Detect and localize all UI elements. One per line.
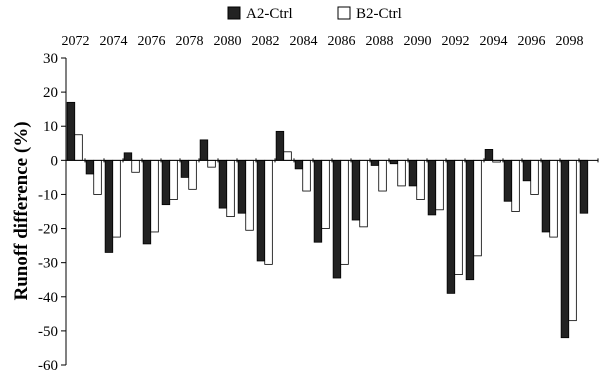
bar-a2-ctrl-2078 bbox=[180, 159, 190, 178]
y-tick-label: 0 bbox=[51, 153, 59, 169]
bar-b2-ctrl-2080 bbox=[226, 159, 235, 218]
bar-a2-ctrl-2081 bbox=[237, 159, 247, 214]
x-tick-label: 2078 bbox=[176, 34, 204, 49]
x-axis: 2072 2074 2076 2078 2080 2082 2084 2086 2088 2090… bbox=[62, 34, 599, 163]
bar-b2-ctrl-2072 bbox=[74, 134, 83, 161]
x-tick-label: 2088 bbox=[366, 34, 394, 49]
bar-a2-ctrl-2098 bbox=[560, 159, 570, 339]
bar-a2-ctrl-2083 bbox=[275, 130, 285, 161]
bar-a2-ctrl-2080 bbox=[218, 159, 228, 209]
bar-b2-ctrl-2086 bbox=[340, 159, 349, 265]
bar-b2-ctrl-2097 bbox=[549, 159, 558, 238]
y-tick-label: 20 bbox=[43, 85, 58, 101]
bar-b2-ctrl-2081 bbox=[245, 159, 254, 231]
bar-b2-ctrl-2075 bbox=[131, 159, 140, 173]
bar-b2-ctrl-2087 bbox=[359, 159, 368, 228]
x-tick-label: 2090 bbox=[404, 34, 432, 49]
bar-b2-ctrl-2082 bbox=[264, 159, 273, 265]
bar-b2-ctrl-2093 bbox=[473, 159, 482, 257]
bar-a2-ctrl-2090 bbox=[408, 159, 418, 187]
bars bbox=[66, 101, 589, 339]
bar-a2-ctrl-2076 bbox=[142, 159, 152, 245]
x-tick-label: 2094 bbox=[480, 34, 508, 49]
x-tick-label: 2096 bbox=[518, 34, 546, 49]
bar-a2-ctrl-2089 bbox=[389, 159, 399, 165]
bar-b2-ctrl-2076 bbox=[150, 159, 159, 233]
x-tick-label: 2098 bbox=[556, 34, 584, 49]
bar-b2-ctrl-2079 bbox=[207, 159, 216, 168]
bar-b2-ctrl-2089 bbox=[397, 159, 406, 187]
x-tick-label: 2086 bbox=[328, 34, 356, 49]
legend-label-a2-ctrl: A2-Ctrl bbox=[246, 6, 293, 22]
y-tick-label: -50 bbox=[38, 324, 58, 340]
x-tick-label: 2092 bbox=[442, 34, 470, 49]
bar-b2-ctrl-2088 bbox=[378, 159, 387, 192]
bar-b2-ctrl-2077 bbox=[169, 159, 178, 200]
bar-a2-ctrl-2087 bbox=[351, 159, 361, 221]
y-tick-label: -60 bbox=[38, 358, 58, 374]
bar-b2-ctrl-2095 bbox=[511, 159, 520, 212]
bar-a2-ctrl-2077 bbox=[161, 159, 171, 206]
y-tick-label: -40 bbox=[38, 290, 58, 306]
bar-a2-ctrl-2092 bbox=[446, 159, 456, 294]
bar-b2-ctrl-2090 bbox=[416, 159, 425, 200]
legend-label-b2-ctrl: B2-Ctrl bbox=[356, 6, 402, 22]
bar-b2-ctrl-2098 bbox=[568, 159, 577, 322]
y-tick-label: 30 bbox=[43, 51, 58, 67]
bar-b2-ctrl-2085 bbox=[321, 159, 330, 229]
y-tick-label: 10 bbox=[43, 119, 58, 135]
y-axis: 30 20 10 0 -10 -20 -30 -40 -50 -60 bbox=[38, 51, 67, 374]
bar-a2-ctrl-2085 bbox=[313, 159, 323, 243]
bar-a2-ctrl-2099 bbox=[579, 159, 589, 214]
bar-b2-ctrl-2096 bbox=[530, 159, 539, 195]
bar-a2-ctrl-2072 bbox=[66, 101, 76, 161]
legend: A2-Ctrl B2-Ctrl bbox=[227, 6, 402, 22]
bar-a2-ctrl-2073 bbox=[85, 159, 95, 175]
y-tick-label: -20 bbox=[38, 222, 58, 238]
bar-b2-ctrl-2083 bbox=[283, 151, 292, 161]
x-tick-label: 2084 bbox=[290, 34, 318, 49]
x-tick-label: 2074 bbox=[100, 34, 128, 49]
x-tick-label: 2076 bbox=[138, 34, 166, 49]
bar-a2-ctrl-2091 bbox=[427, 159, 437, 216]
bar-a2-ctrl-2097 bbox=[541, 159, 551, 233]
y-tick-label: -10 bbox=[38, 187, 58, 203]
x-tick-label: 2082 bbox=[252, 34, 280, 49]
legend-swatch-b2-ctrl bbox=[337, 6, 351, 20]
bar-a2-ctrl-2095 bbox=[503, 159, 513, 202]
bar-a2-ctrl-2096 bbox=[522, 159, 532, 182]
x-tick-label: 2080 bbox=[214, 34, 242, 49]
bar-a2-ctrl-2088 bbox=[370, 159, 380, 166]
bar-b2-ctrl-2078 bbox=[188, 159, 197, 190]
bar-a2-ctrl-2093 bbox=[465, 159, 475, 281]
legend-swatch-a2-ctrl bbox=[227, 6, 241, 20]
bar-b2-ctrl-2074 bbox=[112, 159, 121, 238]
bar-b2-ctrl-2073 bbox=[93, 159, 102, 195]
bar-a2-ctrl-2074 bbox=[104, 159, 114, 253]
bar-a2-ctrl-2082 bbox=[256, 159, 266, 262]
bar-a2-ctrl-2084 bbox=[294, 159, 304, 170]
bar-b2-ctrl-2092 bbox=[454, 159, 463, 275]
y-tick-label: -30 bbox=[38, 256, 58, 272]
bar-a2-ctrl-2094 bbox=[484, 149, 494, 161]
bar-a2-ctrl-2075 bbox=[123, 152, 133, 161]
bar-b2-ctrl-2091 bbox=[435, 159, 444, 211]
bar-a2-ctrl-2079 bbox=[199, 139, 209, 161]
x-tick-label: 2072 bbox=[62, 34, 90, 49]
bar-b2-ctrl-2084 bbox=[302, 159, 311, 192]
y-axis-label: Runoff difference (%) bbox=[11, 121, 32, 300]
bar-a2-ctrl-2086 bbox=[332, 159, 342, 279]
